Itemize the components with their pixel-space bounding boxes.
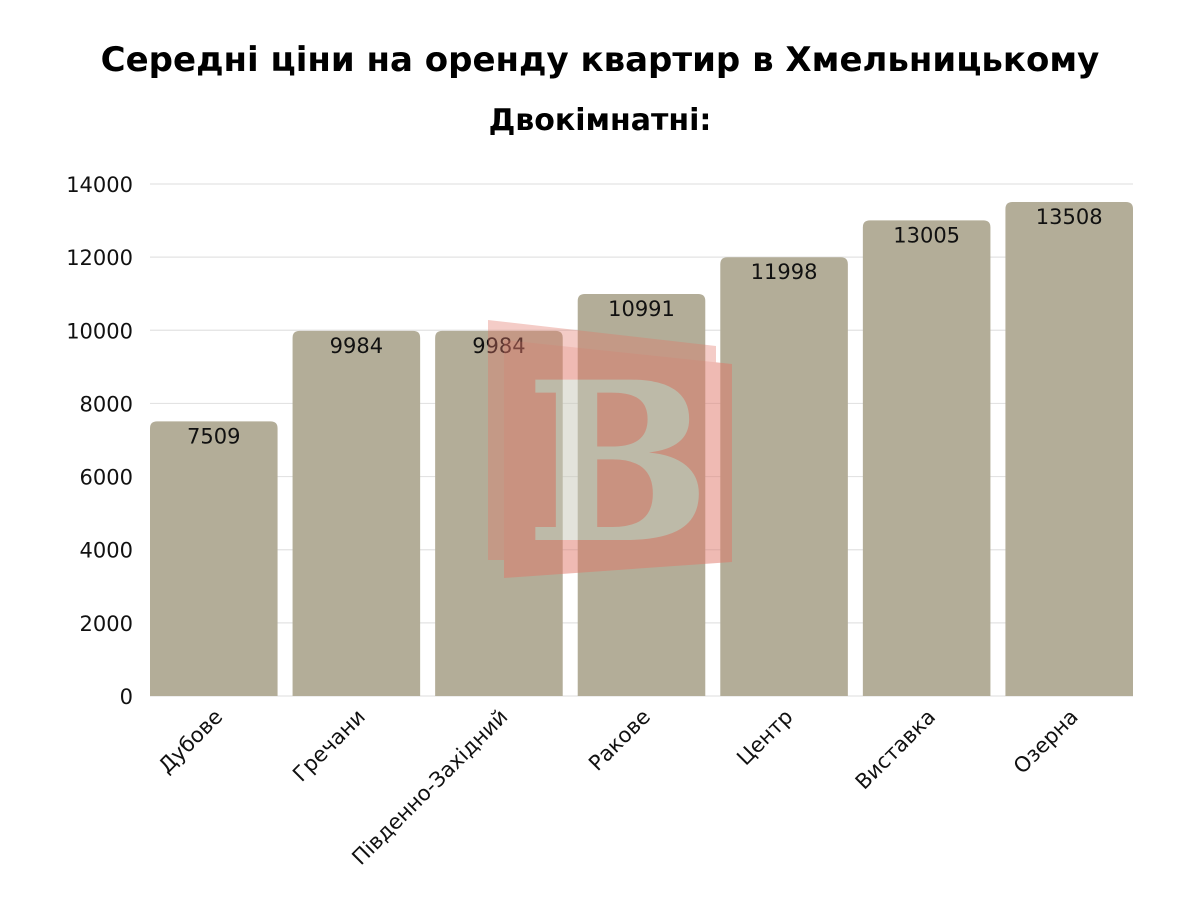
bar-5 bbox=[862, 220, 991, 697]
value-label-1: 9984 bbox=[330, 334, 383, 358]
value-label-3: 10991 bbox=[608, 297, 675, 321]
category-label-2: Південно-Західний bbox=[347, 705, 512, 870]
category-label-1: Гречани bbox=[288, 705, 370, 787]
y-axis: 0 2000 4000 6000 8000 10000 12000 14000 bbox=[66, 173, 133, 709]
bar-0 bbox=[150, 421, 278, 696]
category-label-0: Дубове bbox=[154, 705, 227, 778]
value-label-2: 9984 bbox=[472, 334, 525, 358]
bar-2 bbox=[435, 330, 563, 696]
subtitle: Двокімнатні: bbox=[488, 103, 712, 138]
bar-1 bbox=[292, 330, 421, 696]
category-label-5: Виставка bbox=[851, 705, 941, 795]
y-tick-label: 12000 bbox=[66, 246, 133, 270]
y-tick-label: 2000 bbox=[80, 612, 133, 636]
bar-6 bbox=[1005, 201, 1133, 696]
bars bbox=[150, 201, 1133, 697]
category-label-4: Центр bbox=[732, 705, 797, 770]
y-tick-label: 4000 bbox=[80, 539, 133, 563]
y-tick-label: 10000 bbox=[66, 319, 133, 343]
value-label-0: 7509 bbox=[187, 424, 240, 448]
value-label-6: 13508 bbox=[1036, 205, 1103, 229]
bar-3 bbox=[577, 294, 706, 696]
category-label-6: Озерна bbox=[1009, 705, 1083, 779]
title: Середні ціни на оренду квартир в Хмельни… bbox=[100, 40, 1100, 80]
value-label-5: 13005 bbox=[893, 223, 960, 247]
y-tick-label: 8000 bbox=[80, 392, 133, 416]
y-tick-label: 0 bbox=[120, 685, 133, 709]
value-label-4: 11998 bbox=[751, 260, 818, 284]
bar-4 bbox=[720, 257, 848, 696]
y-tick-label: 14000 bbox=[66, 173, 133, 197]
y-tick-label: 6000 bbox=[80, 466, 133, 490]
category-label-3: Ракове bbox=[584, 705, 655, 776]
